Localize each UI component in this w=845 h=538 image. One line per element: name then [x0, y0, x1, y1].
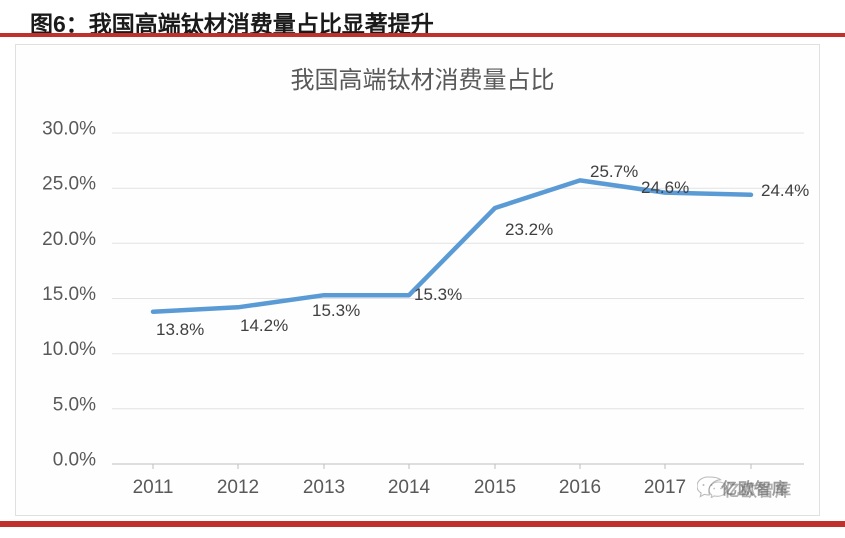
svg-text:13.8%: 13.8%: [156, 320, 204, 339]
svg-text:2015: 2015: [474, 477, 516, 498]
svg-text:2014: 2014: [388, 477, 431, 498]
svg-text:24.4%: 24.4%: [761, 181, 809, 200]
svg-text:30.0%: 30.0%: [42, 119, 96, 140]
svg-text:5.0%: 5.0%: [53, 394, 96, 415]
svg-text:15.3%: 15.3%: [312, 301, 360, 320]
svg-text:15.3%: 15.3%: [414, 285, 462, 304]
svg-text:25.7%: 25.7%: [590, 162, 638, 181]
svg-text:2013: 2013: [303, 477, 345, 498]
svg-text:2012: 2012: [217, 477, 259, 498]
svg-text:24.6%: 24.6%: [641, 178, 689, 197]
svg-text:2017: 2017: [644, 477, 686, 498]
svg-text:25.0%: 25.0%: [42, 174, 96, 195]
svg-text:23.2%: 23.2%: [505, 220, 553, 239]
svg-text:15.0%: 15.0%: [42, 284, 96, 305]
svg-text:10.0%: 10.0%: [42, 339, 96, 360]
svg-text:0.0%: 0.0%: [53, 450, 96, 471]
svg-text:20.0%: 20.0%: [42, 229, 96, 250]
svg-text:2016: 2016: [559, 477, 601, 498]
svg-text:2011: 2011: [133, 477, 174, 498]
svg-text:14.2%: 14.2%: [240, 316, 288, 335]
